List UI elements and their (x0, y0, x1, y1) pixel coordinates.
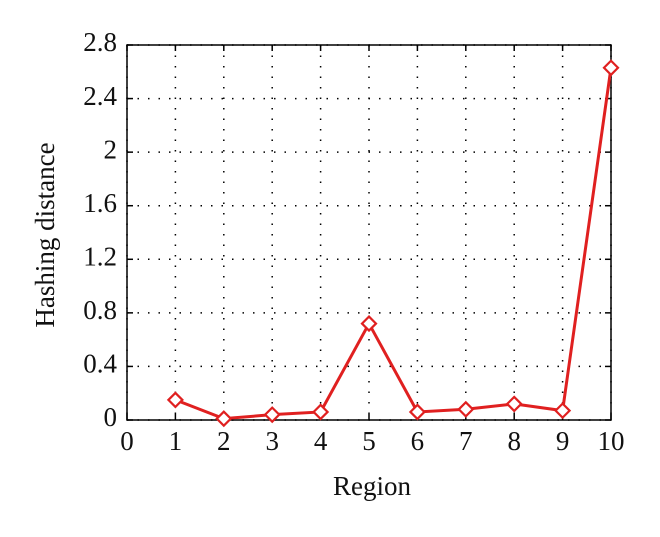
x-tick-label: 8 (507, 426, 521, 456)
marker (408, 403, 426, 421)
y-tick-label: 2.4 (83, 81, 117, 111)
x-tick-label: 10 (598, 426, 625, 456)
x-tick-label: 0 (120, 426, 134, 456)
x-tick-label: 1 (169, 426, 183, 456)
y-tick-label: 0 (104, 402, 118, 432)
marker (263, 406, 281, 424)
x-tick-label: 2 (217, 426, 231, 456)
marker (554, 402, 572, 420)
y-tick-label: 0.8 (83, 295, 117, 325)
marker (166, 391, 184, 409)
x-tick-label: 5 (362, 426, 376, 456)
x-tick-label: 7 (459, 426, 473, 456)
x-tick-label: 6 (411, 426, 425, 456)
x-tick-label: 3 (265, 426, 279, 456)
x-axis-label: Region (333, 471, 411, 501)
marker (505, 395, 523, 413)
marker (602, 59, 620, 77)
marker (360, 315, 378, 333)
y-tick-label: 1.6 (83, 188, 117, 218)
x-tick-label: 4 (314, 426, 328, 456)
series-line (174, 67, 613, 421)
y-tick-label: 1.2 (83, 241, 117, 271)
y-tick-label: 2 (104, 134, 118, 164)
x-tick-label: 9 (556, 426, 570, 456)
y-axis-label: Hashing distance (30, 142, 60, 327)
marker (215, 410, 233, 428)
marker (457, 400, 475, 418)
y-tick-label: 2.8 (83, 27, 117, 57)
plot-frame (126, 44, 612, 421)
y-tick-label: 0.4 (83, 349, 117, 379)
marker (312, 403, 330, 421)
